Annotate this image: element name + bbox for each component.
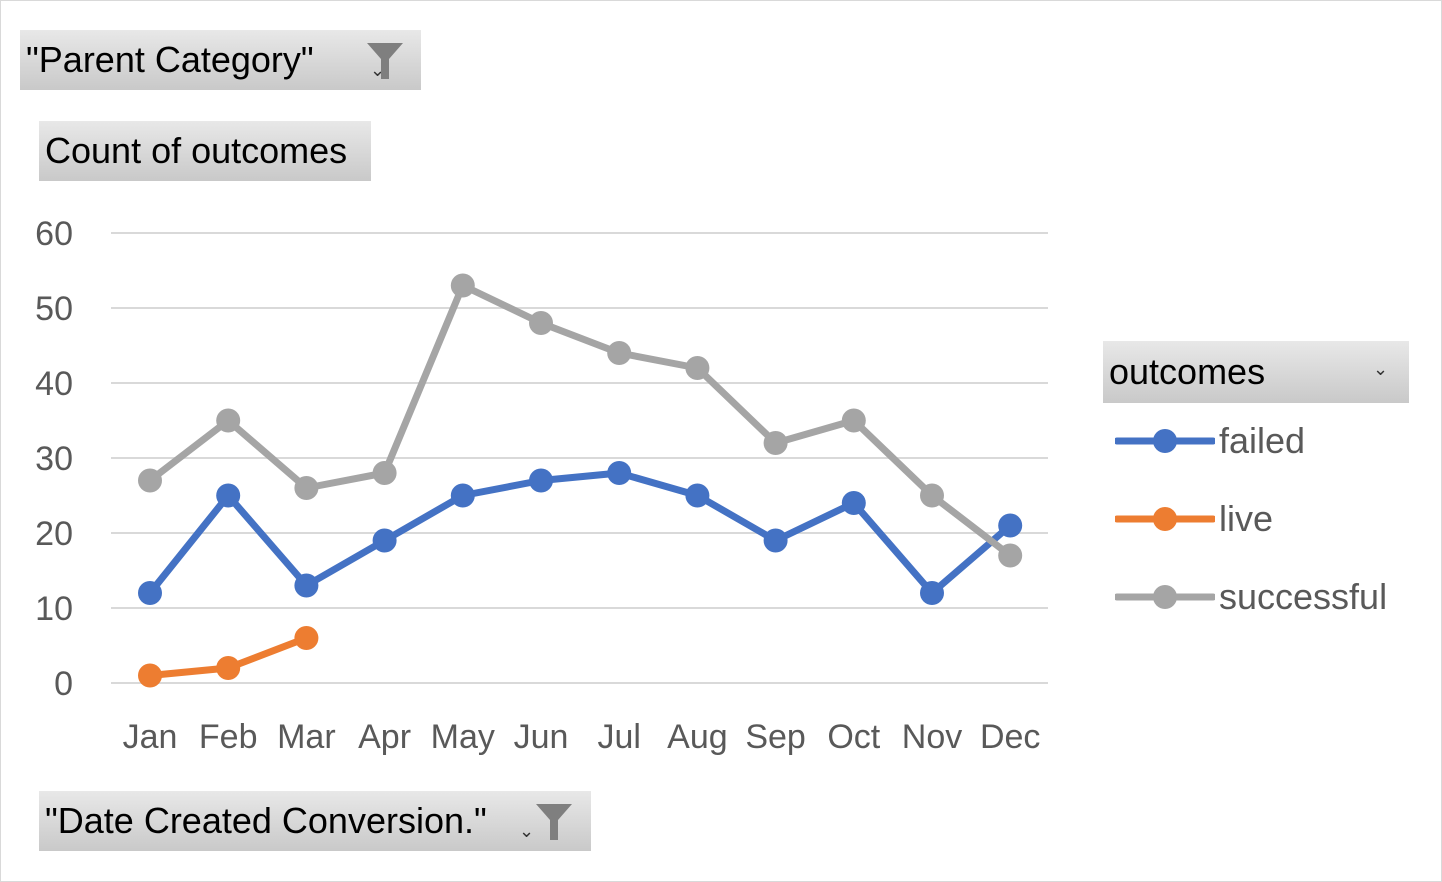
x-tick-label: Nov [902, 718, 962, 756]
x-tick-label: Jul [597, 718, 640, 756]
chevron-down-icon: ⌄ [1373, 359, 1389, 379]
data-point-failed[interactable] [607, 461, 632, 485]
data-point-successful[interactable] [372, 461, 397, 485]
x-axis-tick-labels: Jan Feb Mar Apr May Jun Jul Aug Sep Oct Nov Dec [123, 718, 1041, 756]
values-field-button[interactable]: Count of outcomes [39, 121, 371, 181]
x-tick-label: Jun [514, 718, 569, 756]
parent-category-filter-label: "Parent Category" [26, 39, 314, 80]
data-point-live[interactable] [138, 663, 162, 688]
data-point-failed[interactable] [450, 483, 475, 508]
y-axis-tick-labels: 0 10 20 30 40 50 60 [35, 215, 73, 703]
values-field-label: Count of outcomes [45, 130, 348, 171]
data-point-successful[interactable] [529, 311, 553, 335]
axis-field-label: "Date Created Conversion." [45, 800, 487, 841]
x-tick-label: Jan [123, 718, 178, 756]
data-point-failed[interactable] [529, 468, 553, 493]
x-tick-label: Sep [745, 718, 806, 756]
y-tick-label: 40 [35, 365, 73, 403]
legend-item-live[interactable]: live [1115, 498, 1273, 540]
data-point-failed[interactable] [841, 491, 866, 515]
y-tick-label: 30 [35, 440, 73, 478]
date-created-conversion-field-button[interactable]: "Date Created Conversion." ⌄ [39, 791, 591, 851]
funnel-icon [367, 43, 403, 79]
chevron-down-icon: ⌄ [519, 821, 535, 841]
data-point-failed[interactable] [920, 581, 944, 605]
data-point-failed[interactable] [294, 573, 319, 598]
legend-swatch-failed [1115, 429, 1215, 453]
series-line-failed [146, 469, 1014, 597]
y-tick-label: 50 [35, 290, 73, 328]
data-point-successful[interactable] [607, 341, 632, 365]
y-tick-label: 60 [35, 215, 73, 253]
legend-swatch-live [1115, 507, 1215, 531]
outcomes-legend-field-button[interactable]: outcomes ⌄ [1103, 341, 1409, 403]
x-tick-label: Feb [199, 718, 258, 756]
data-point-live[interactable] [216, 656, 241, 680]
data-point-live[interactable] [294, 626, 319, 650]
data-point-failed[interactable] [372, 528, 397, 553]
data-point-failed[interactable] [216, 483, 241, 508]
x-tick-label: Aug [667, 718, 728, 756]
y-tick-label: 10 [35, 590, 73, 628]
series-lines [138, 273, 1023, 688]
data-point-successful[interactable] [216, 408, 241, 433]
data-point-successful[interactable] [138, 468, 162, 493]
x-tick-label: Oct [827, 718, 880, 756]
legend-item-successful[interactable]: successful [1115, 576, 1387, 618]
legend-label-failed: failed [1219, 420, 1306, 461]
data-point-successful[interactable] [841, 408, 866, 433]
legend-swatch-successful [1115, 585, 1215, 609]
x-tick-label: Dec [980, 718, 1040, 756]
data-point-successful[interactable] [685, 356, 710, 380]
parent-category-filter-button[interactable]: "Parent Category" ⌄ [20, 30, 421, 90]
funnel-icon [536, 804, 572, 840]
series-line-successful [146, 282, 1014, 559]
gridlines [111, 232, 1048, 684]
x-tick-label: May [431, 718, 495, 756]
data-point-successful[interactable] [450, 273, 475, 298]
data-point-failed[interactable] [763, 528, 788, 553]
data-point-successful[interactable] [763, 431, 788, 455]
legend-item-failed[interactable]: failed [1115, 420, 1305, 462]
data-point-failed[interactable] [685, 483, 710, 508]
data-point-failed[interactable] [998, 513, 1023, 538]
data-point-failed[interactable] [138, 581, 162, 605]
x-tick-label: Mar [277, 718, 336, 756]
legend-label-live: live [1219, 498, 1274, 539]
legend-label-successful: successful [1219, 576, 1388, 617]
y-tick-label: 20 [35, 515, 73, 553]
data-point-successful[interactable] [998, 543, 1023, 568]
legend-field-label: outcomes [1109, 351, 1266, 392]
x-tick-label: Apr [358, 718, 411, 756]
data-point-successful[interactable] [920, 483, 944, 508]
y-tick-label: 0 [54, 665, 73, 703]
data-point-successful[interactable] [294, 476, 319, 500]
